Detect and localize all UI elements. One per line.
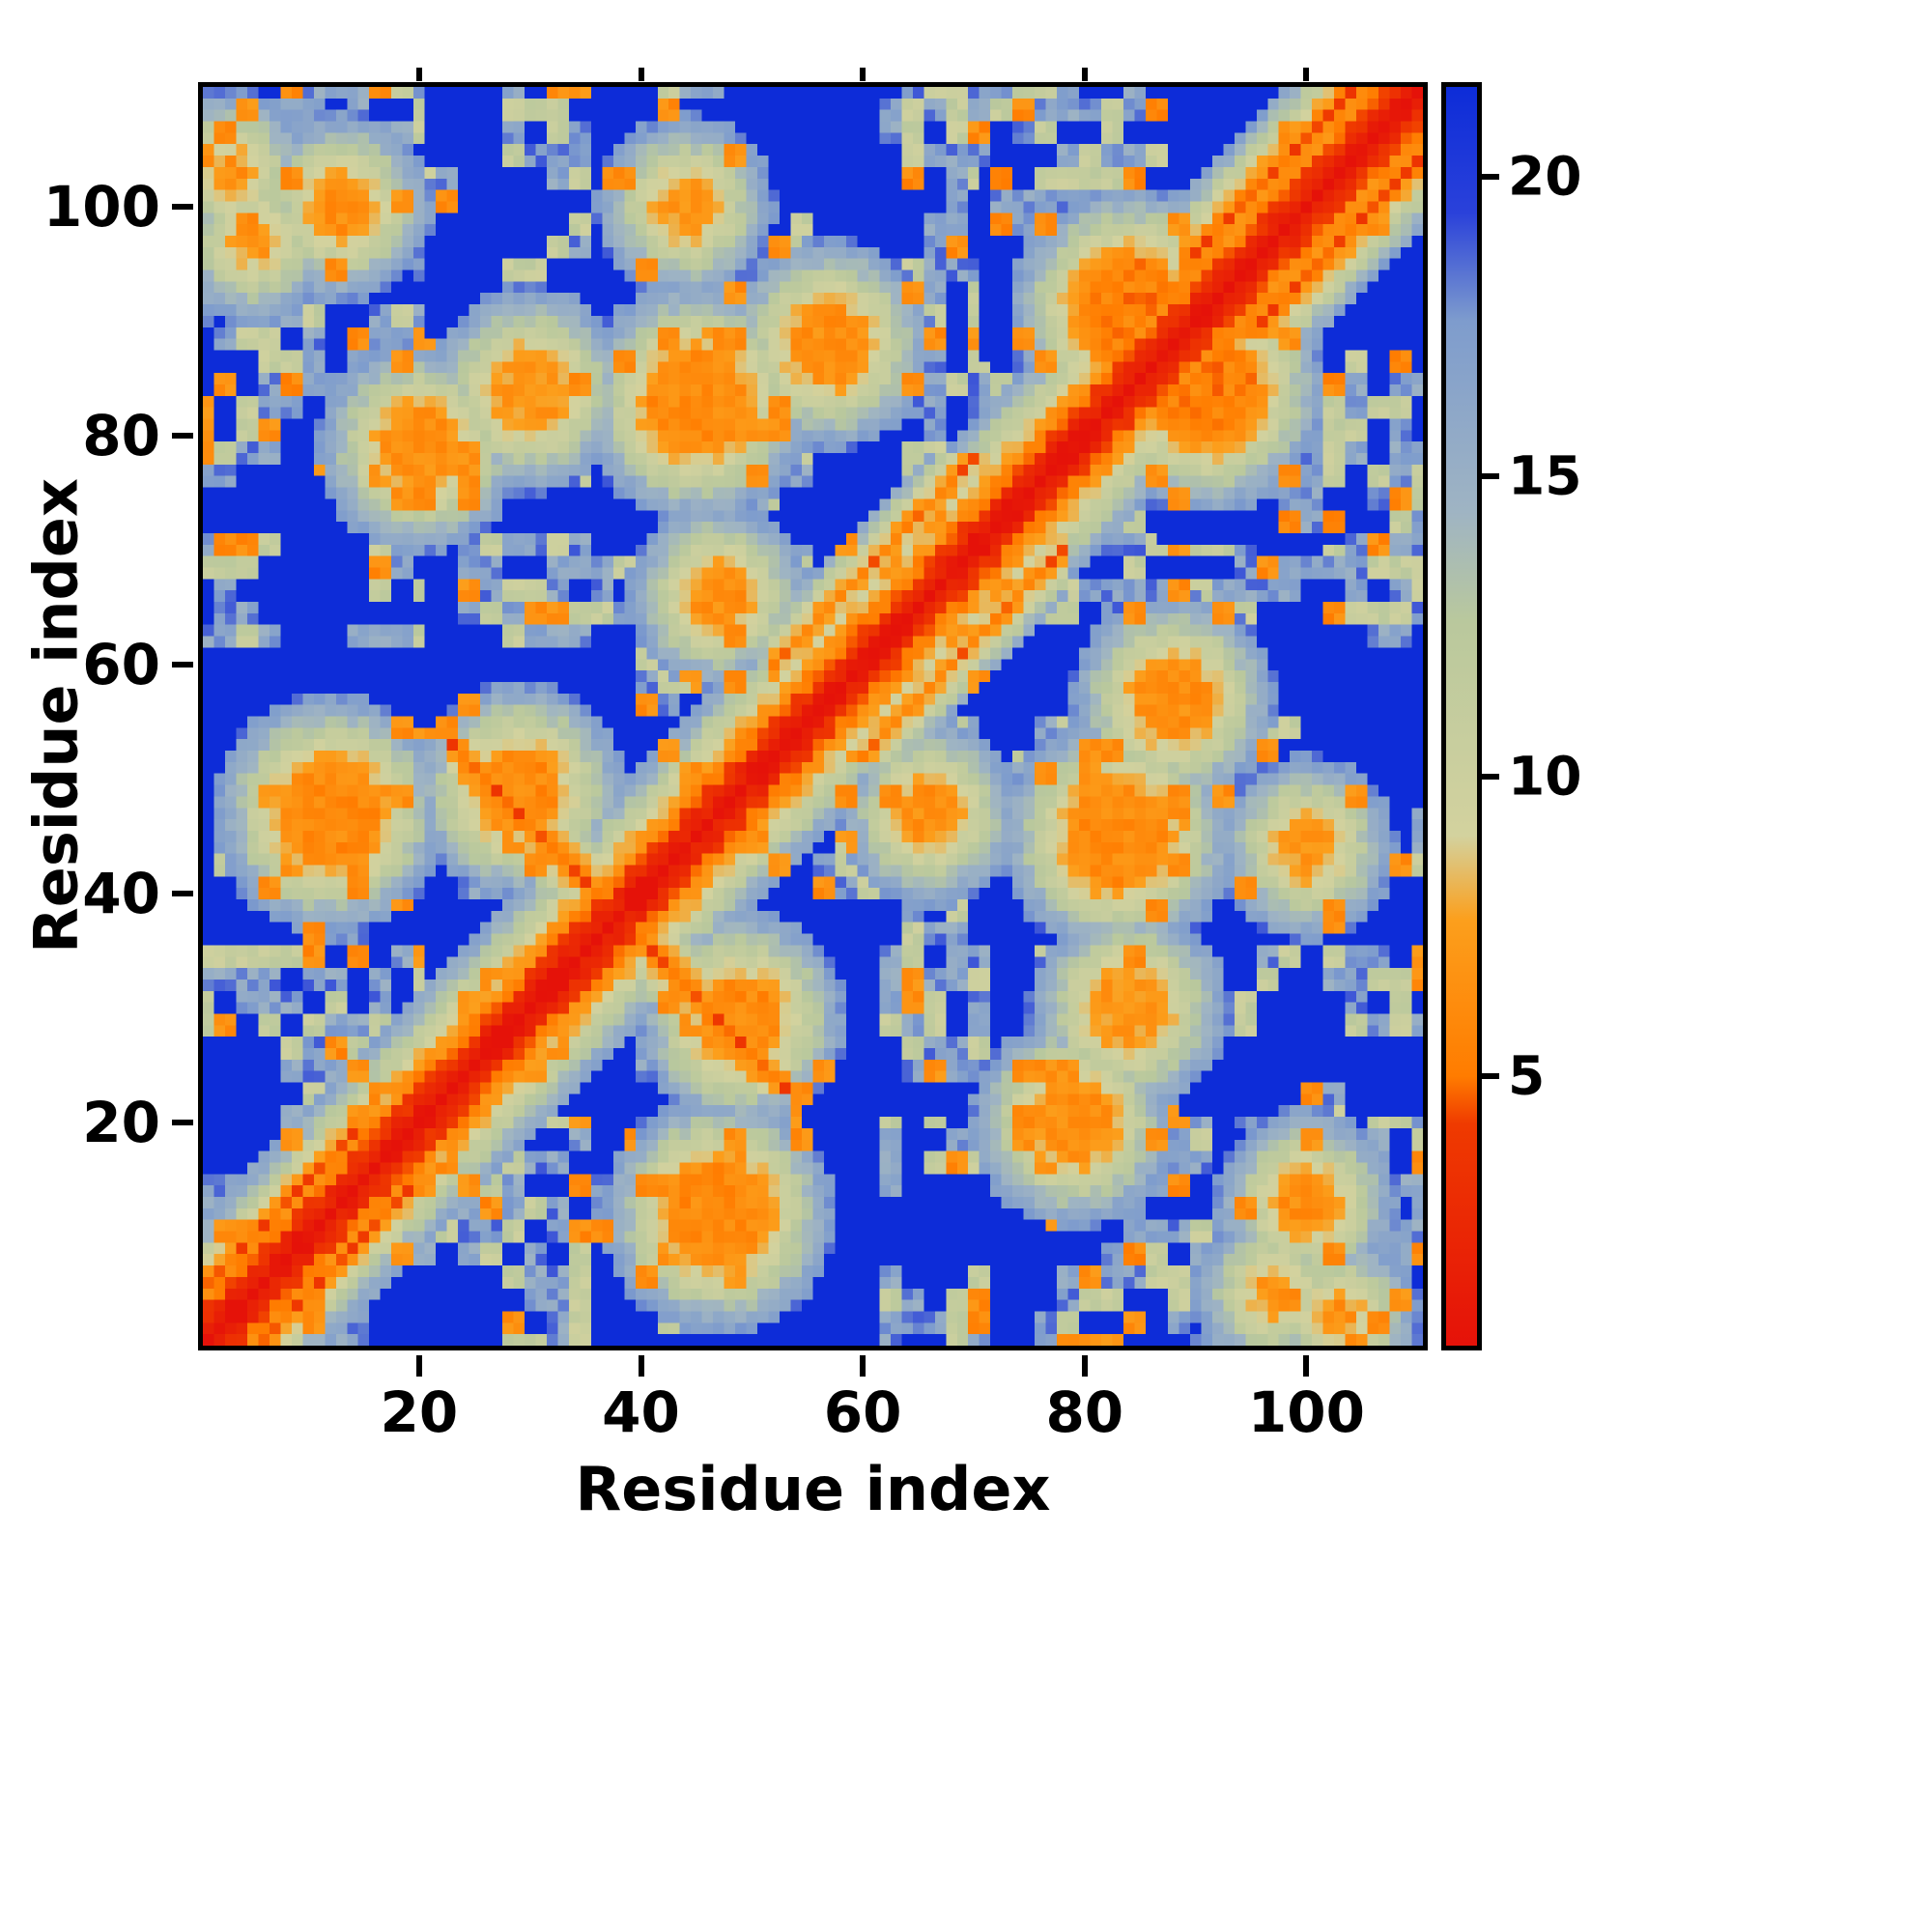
y-tick-mark (172, 1120, 193, 1125)
x-tick-label: 40 (602, 1379, 680, 1445)
colorbar-tick-label: 5 (1508, 1044, 1546, 1107)
x-tick-mark-top (860, 68, 867, 81)
x-tick-mark (415, 1355, 422, 1377)
plot-area: 20 40 60 80 100 20 40 60 80 100 (43, 68, 1428, 1440)
colorbar-tick-label: 15 (1508, 444, 1582, 507)
x-tick-label: 100 (1247, 1379, 1365, 1445)
x-tick-mark-top (1303, 68, 1310, 81)
x-tick-mark-top (1081, 68, 1088, 81)
x-tick-mark-top (415, 68, 422, 81)
colorbar-tick-label: 10 (1508, 745, 1582, 808)
x-tick-mark (860, 1355, 867, 1377)
colorbar-tick-mark (1482, 773, 1499, 780)
y-axis-label: Residue index (20, 478, 92, 953)
y-tick-label: 20 (82, 1090, 160, 1155)
y-tick-label: 80 (82, 403, 160, 469)
x-tick-mark-top (638, 68, 644, 81)
y-tick-mark (172, 891, 193, 897)
x-tick-mark (638, 1355, 644, 1377)
x-tick-label: 20 (380, 1379, 459, 1445)
colorbar-tick-mark (1482, 1072, 1499, 1079)
colorbar-tick-label: 20 (1508, 145, 1582, 208)
colorbar-tick-mark (1482, 473, 1499, 480)
y-tick-mark (172, 433, 193, 440)
y-tick-mark (172, 204, 193, 211)
x-tick-label: 60 (823, 1379, 902, 1445)
x-tick-mark (1081, 1355, 1088, 1377)
y-tick-label: 60 (82, 632, 160, 698)
heatmap-canvas (203, 87, 1423, 1346)
x-tick-label: 80 (1045, 1379, 1124, 1445)
y-tick-label: 100 (43, 174, 160, 241)
colorbar-tick-mark (1482, 174, 1499, 181)
y-tick-mark (172, 662, 193, 668)
colorbar: 5 10 15 20 (1441, 82, 1582, 1350)
x-axis-label: Residue index (575, 1454, 1051, 1524)
y-tick-label: 40 (82, 861, 160, 927)
x-tick-mark (1303, 1355, 1310, 1377)
